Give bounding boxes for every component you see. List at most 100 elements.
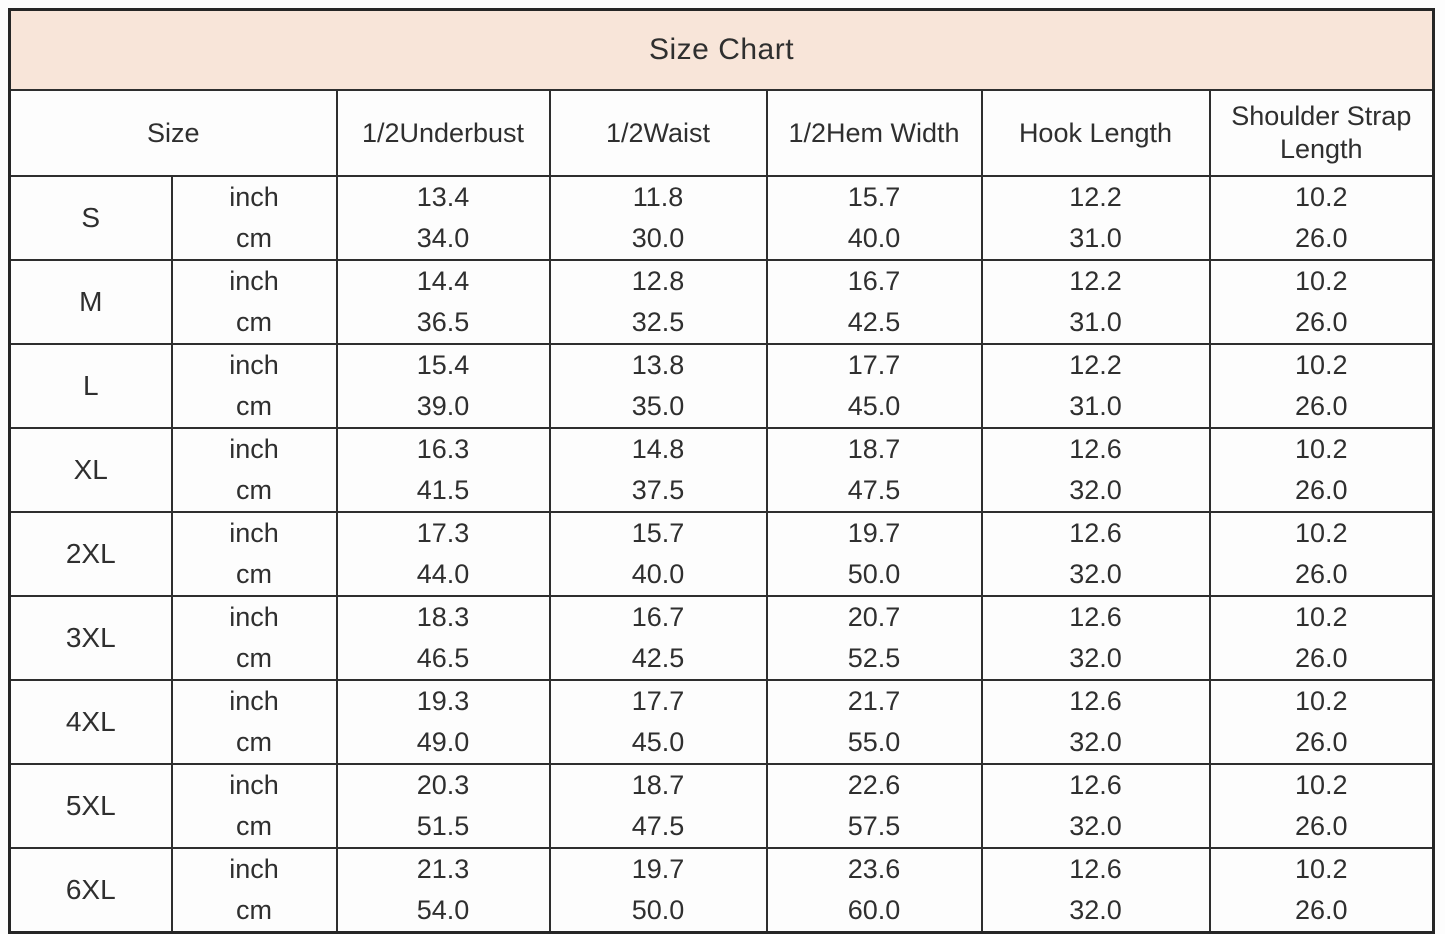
inch-value: 10.2 xyxy=(1295,350,1348,380)
cm-value: 32.0 xyxy=(1069,559,1122,589)
inch-value: 19.7 xyxy=(631,854,685,884)
measurement-cell: 10.2 26.0 xyxy=(1208,679,1435,765)
unit-cm-label: cm xyxy=(236,307,272,337)
inch-value: 12.6 xyxy=(1069,854,1122,884)
measurement-cell: 12.8 32.5 xyxy=(548,259,768,345)
cm-value: 46.5 xyxy=(416,643,470,673)
measurement-cell: 10.2 26.0 xyxy=(1208,259,1435,345)
column-header-hem-width: 1/2Hem Width xyxy=(765,89,983,177)
cm-value: 36.5 xyxy=(416,307,470,337)
cm-value: 30.0 xyxy=(631,223,685,253)
column-header-hook-length: Hook Length xyxy=(980,89,1211,177)
table-row: 5XL inch cm 20.3 51.5 18.7 47.5 22.6 57.5 12.6 32.… xyxy=(8,763,1435,849)
unit-inch-label: inch xyxy=(229,350,279,380)
measurement-cell: 10.2 26.0 xyxy=(1208,595,1435,681)
inch-value: 17.3 xyxy=(416,518,470,548)
unit-cm-label: cm xyxy=(236,391,272,421)
inch-value: 12.2 xyxy=(1069,350,1122,380)
measurement-cell: 14.8 37.5 xyxy=(548,427,768,513)
inch-value: 16.7 xyxy=(631,602,685,632)
cm-value: 60.0 xyxy=(847,895,901,925)
measurement-cell: 10.2 26.0 xyxy=(1208,175,1435,261)
size-label: 2XL xyxy=(8,511,173,597)
size-label: M xyxy=(8,259,173,345)
inch-value: 12.8 xyxy=(631,266,685,296)
measurement-cell: 12.6 32.0 xyxy=(980,511,1211,597)
cm-value: 32.0 xyxy=(1069,475,1122,505)
measurement-cell: 19.7 50.0 xyxy=(765,511,983,597)
measurement-cell: 18.3 46.5 xyxy=(335,595,551,681)
unit-cell: inch cm xyxy=(170,511,338,597)
unit-inch-label: inch xyxy=(229,434,279,464)
cm-value: 31.0 xyxy=(1069,391,1122,421)
cm-value: 32.0 xyxy=(1069,643,1122,673)
inch-value: 10.2 xyxy=(1295,182,1348,212)
cm-value: 42.5 xyxy=(847,307,901,337)
title-row: Size Chart xyxy=(8,8,1435,91)
inch-value: 14.4 xyxy=(416,266,470,296)
unit-cm-label: cm xyxy=(236,559,272,589)
inch-value: 12.6 xyxy=(1069,686,1122,716)
measurement-cell: 17.3 44.0 xyxy=(335,511,551,597)
unit-cm-label: cm xyxy=(236,223,272,253)
cm-value: 31.0 xyxy=(1069,307,1122,337)
inch-value: 13.8 xyxy=(631,350,685,380)
measurement-cell: 12.6 32.0 xyxy=(980,763,1211,849)
measurement-cell: 15.4 39.0 xyxy=(335,343,551,429)
measurement-cell: 10.2 26.0 xyxy=(1208,763,1435,849)
table-row: 3XL inch cm 18.3 46.5 16.7 42.5 20.7 52.5 12.6 32.… xyxy=(8,595,1435,681)
size-label: 3XL xyxy=(8,595,173,681)
measurement-cell: 19.3 49.0 xyxy=(335,679,551,765)
column-header-size: Size xyxy=(8,89,338,177)
inch-value: 10.2 xyxy=(1295,518,1348,548)
column-header-row: Size 1/2Underbust 1/2Waist 1/2Hem Width … xyxy=(8,89,1435,177)
measurement-cell: 17.7 45.0 xyxy=(548,679,768,765)
inch-value: 10.2 xyxy=(1295,602,1348,632)
measurement-cell: 20.3 51.5 xyxy=(335,763,551,849)
table-row: XL inch cm 16.3 41.5 14.8 37.5 18.7 47.5 12.6 32.0… xyxy=(8,427,1435,513)
measurement-cell: 12.2 31.0 xyxy=(980,175,1211,261)
inch-value: 10.2 xyxy=(1295,686,1348,716)
inch-value: 21.3 xyxy=(416,854,470,884)
unit-inch-label: inch xyxy=(229,686,279,716)
measurement-cell: 17.7 45.0 xyxy=(765,343,983,429)
size-label: 5XL xyxy=(8,763,173,849)
measurement-cell: 18.7 47.5 xyxy=(765,427,983,513)
unit-cell: inch cm xyxy=(170,175,338,261)
measurement-cell: 12.6 32.0 xyxy=(980,427,1211,513)
cm-value: 26.0 xyxy=(1295,307,1348,337)
inch-value: 22.6 xyxy=(847,770,901,800)
inch-value: 15.7 xyxy=(631,518,685,548)
unit-cm-label: cm xyxy=(236,727,272,757)
measurement-cell: 16.7 42.5 xyxy=(765,259,983,345)
size-label: S xyxy=(8,175,173,261)
cm-value: 50.0 xyxy=(847,559,901,589)
measurement-cell: 16.7 42.5 xyxy=(548,595,768,681)
unit-inch-label: inch xyxy=(229,602,279,632)
cm-value: 37.5 xyxy=(631,475,685,505)
measurement-cell: 14.4 36.5 xyxy=(335,259,551,345)
cm-value: 51.5 xyxy=(416,811,470,841)
cm-value: 47.5 xyxy=(631,811,685,841)
measurement-cell: 23.6 60.0 xyxy=(765,847,983,934)
cm-value: 26.0 xyxy=(1295,559,1348,589)
measurement-cell: 13.4 34.0 xyxy=(335,175,551,261)
cm-value: 26.0 xyxy=(1295,727,1348,757)
inch-value: 10.2 xyxy=(1295,770,1348,800)
cm-value: 55.0 xyxy=(847,727,901,757)
unit-cell: inch cm xyxy=(170,679,338,765)
inch-value: 11.8 xyxy=(632,182,684,212)
page-title: Size Chart xyxy=(8,8,1435,91)
cm-value: 57.5 xyxy=(847,811,901,841)
inch-value: 10.2 xyxy=(1295,434,1348,464)
unit-inch-label: inch xyxy=(229,854,279,884)
size-chart-table: Size Chart Size 1/2Underbust 1/2Waist 1/… xyxy=(8,8,1436,934)
inch-value: 18.3 xyxy=(416,602,470,632)
unit-inch-label: inch xyxy=(229,518,279,548)
cm-value: 32.0 xyxy=(1069,811,1122,841)
size-label: 6XL xyxy=(8,847,173,934)
